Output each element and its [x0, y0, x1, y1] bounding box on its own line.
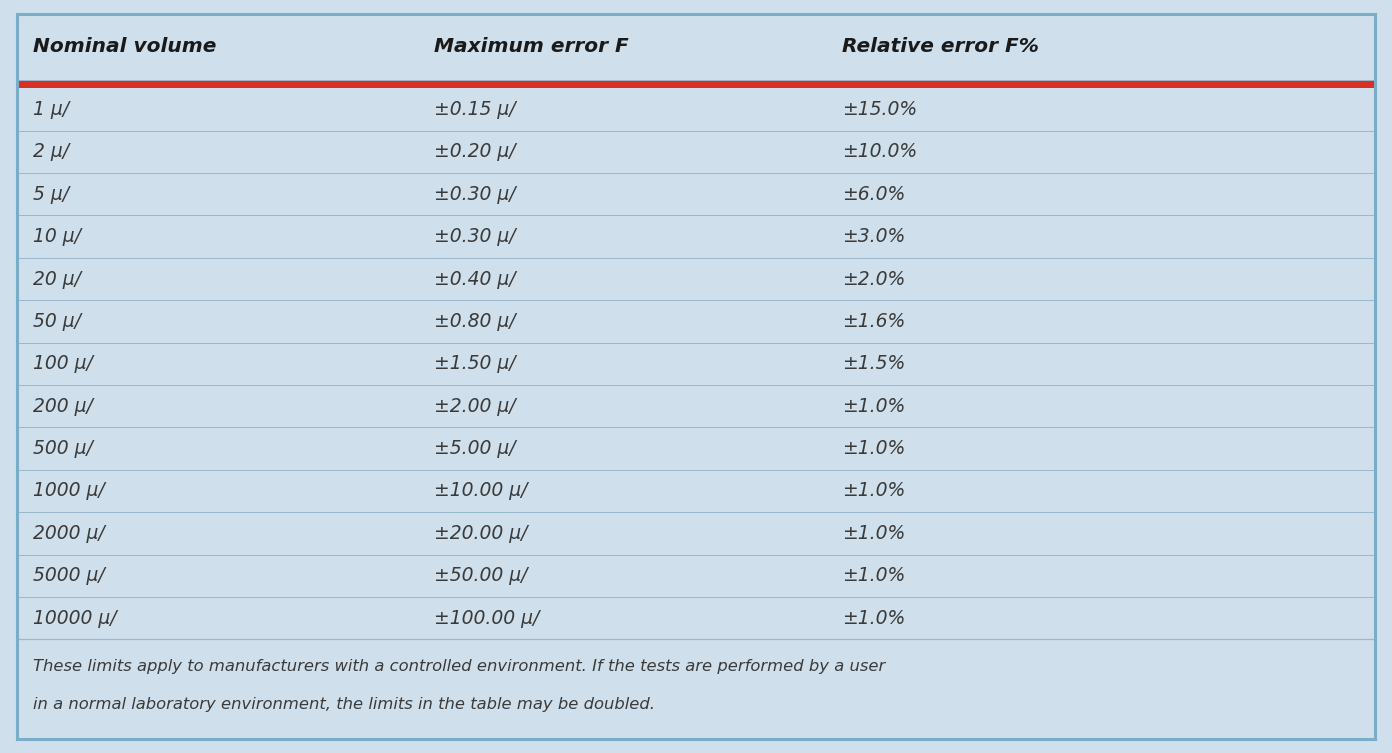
Text: 50 μ/: 50 μ/ — [33, 312, 81, 331]
Text: ±3.0%: ±3.0% — [842, 227, 905, 246]
Text: These limits apply to manufacturers with a controlled environment. If the tests : These limits apply to manufacturers with… — [33, 659, 885, 674]
Text: 20 μ/: 20 μ/ — [33, 270, 81, 288]
Text: 10000 μ/: 10000 μ/ — [33, 608, 117, 627]
Text: Relative error F%: Relative error F% — [842, 38, 1038, 56]
Text: 5 μ/: 5 μ/ — [33, 184, 70, 204]
Text: 2 μ/: 2 μ/ — [33, 142, 70, 161]
Text: ±0.80 μ/: ±0.80 μ/ — [434, 312, 516, 331]
Text: ±1.6%: ±1.6% — [842, 312, 905, 331]
Text: ±6.0%: ±6.0% — [842, 184, 905, 204]
Text: ±1.0%: ±1.0% — [842, 481, 905, 501]
Text: ±100.00 μ/: ±100.00 μ/ — [434, 608, 540, 627]
Text: ±10.0%: ±10.0% — [842, 142, 917, 161]
Text: 5000 μ/: 5000 μ/ — [33, 566, 106, 585]
Text: ±2.00 μ/: ±2.00 μ/ — [434, 397, 516, 416]
Text: ±0.30 μ/: ±0.30 μ/ — [434, 227, 516, 246]
Text: 1000 μ/: 1000 μ/ — [33, 481, 106, 501]
Text: 10 μ/: 10 μ/ — [33, 227, 81, 246]
Text: ±1.0%: ±1.0% — [842, 439, 905, 458]
Text: ±20.00 μ/: ±20.00 μ/ — [434, 524, 528, 543]
Text: ±0.15 μ/: ±0.15 μ/ — [434, 100, 516, 119]
Text: ±5.00 μ/: ±5.00 μ/ — [434, 439, 516, 458]
Text: Nominal volume: Nominal volume — [33, 38, 217, 56]
Text: 1 μ/: 1 μ/ — [33, 100, 70, 119]
Text: ±1.0%: ±1.0% — [842, 608, 905, 627]
Text: ±0.40 μ/: ±0.40 μ/ — [434, 270, 516, 288]
Text: Maximum error F: Maximum error F — [434, 38, 629, 56]
Text: ±10.00 μ/: ±10.00 μ/ — [434, 481, 528, 501]
Text: ±0.20 μ/: ±0.20 μ/ — [434, 142, 516, 161]
Text: 200 μ/: 200 μ/ — [33, 397, 93, 416]
Text: ±1.0%: ±1.0% — [842, 524, 905, 543]
Text: in a normal laboratory environment, the limits in the table may be doubled.: in a normal laboratory environment, the … — [33, 697, 656, 712]
Text: ±15.0%: ±15.0% — [842, 100, 917, 119]
Text: ±1.0%: ±1.0% — [842, 397, 905, 416]
Bar — [17, 81, 1375, 88]
Text: 100 μ/: 100 μ/ — [33, 355, 93, 373]
Text: ±50.00 μ/: ±50.00 μ/ — [434, 566, 528, 585]
Text: ±1.5%: ±1.5% — [842, 355, 905, 373]
Text: 500 μ/: 500 μ/ — [33, 439, 93, 458]
Text: ±0.30 μ/: ±0.30 μ/ — [434, 184, 516, 204]
Text: ±1.0%: ±1.0% — [842, 566, 905, 585]
Text: ±2.0%: ±2.0% — [842, 270, 905, 288]
Text: 2000 μ/: 2000 μ/ — [33, 524, 106, 543]
Text: ±1.50 μ/: ±1.50 μ/ — [434, 355, 516, 373]
